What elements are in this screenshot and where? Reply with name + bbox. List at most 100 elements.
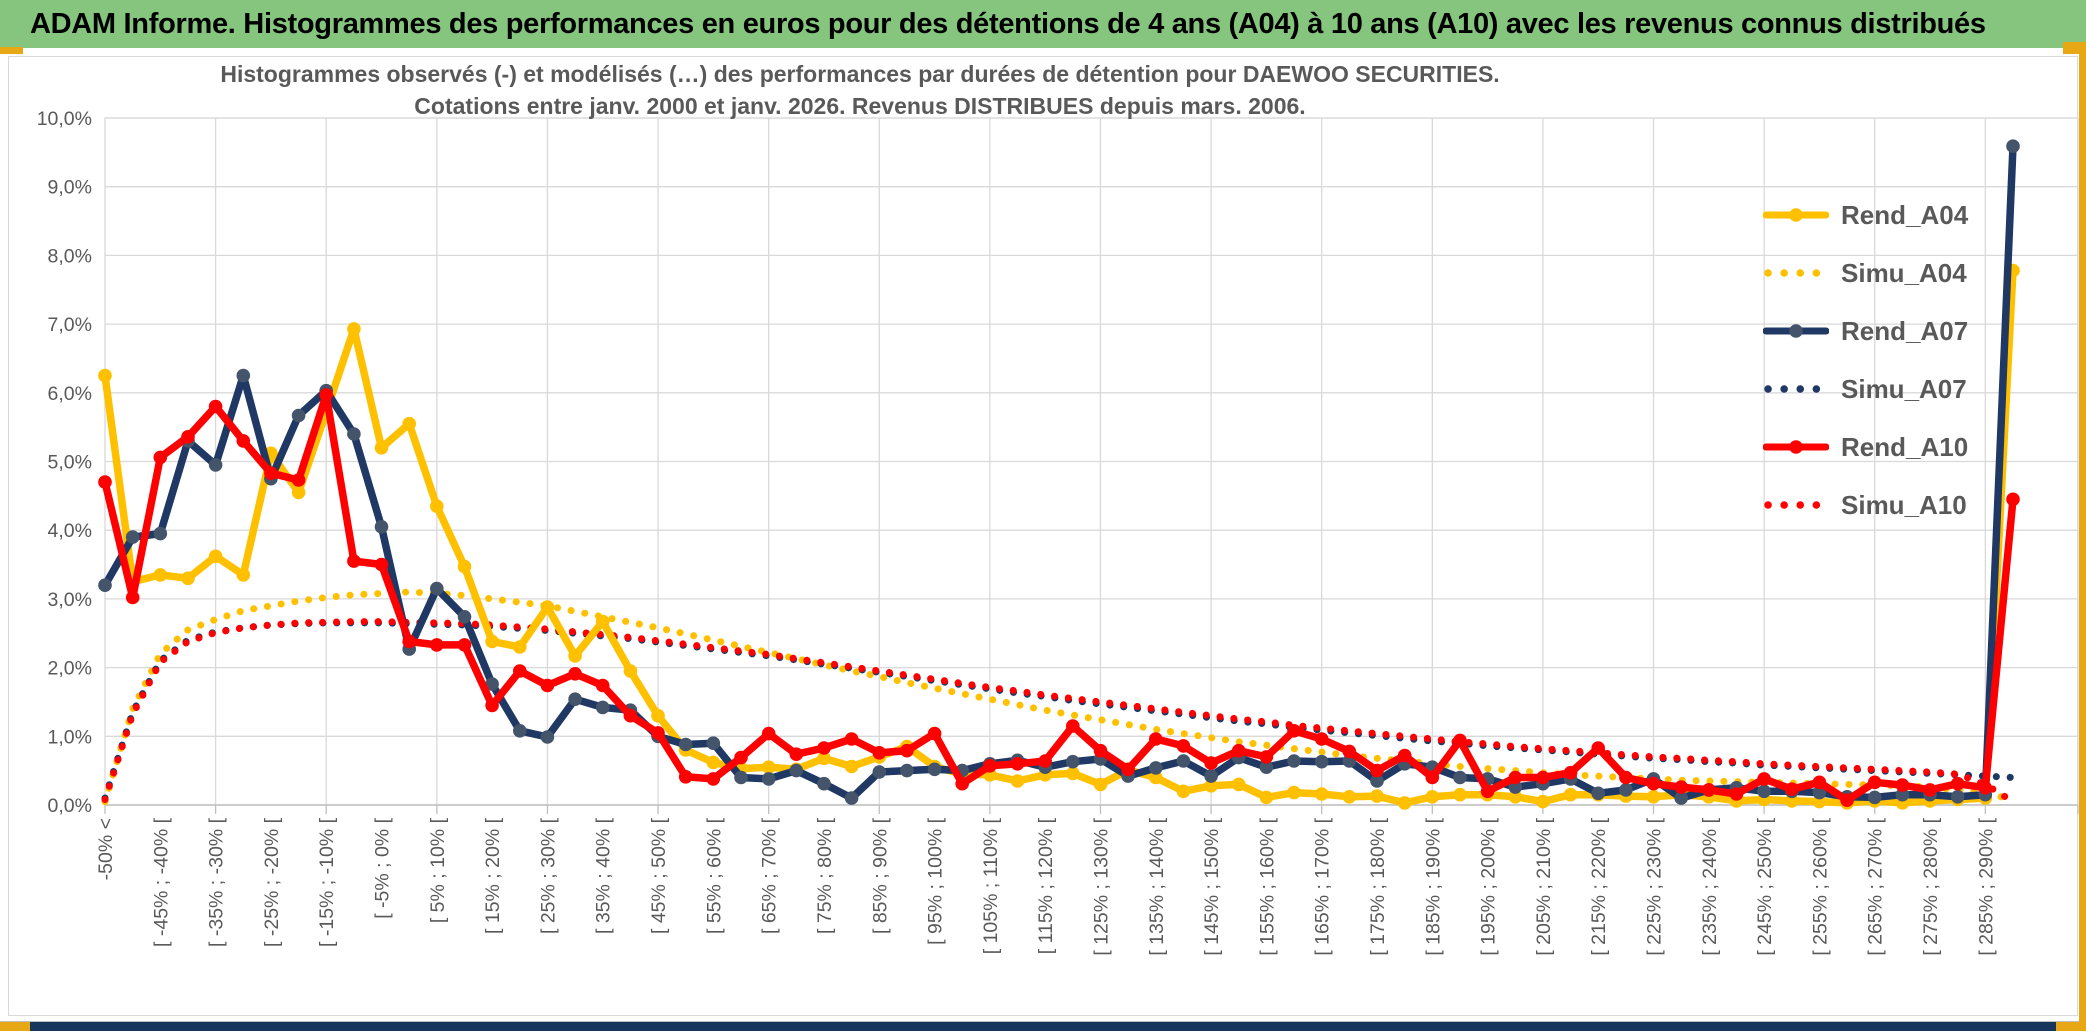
- legend-swatch-solid: [1762, 439, 1830, 455]
- footer-divider: [0, 1021, 2086, 1022]
- svg-text:2,0%: 2,0%: [48, 658, 92, 680]
- svg-text:[ -5% ; 0% [: [ -5% ; 0% [: [372, 817, 394, 918]
- marker-Rend_A10: [1149, 732, 1163, 746]
- page-title-bar: ADAM Informe. Histogrammes des performan…: [0, 0, 2086, 48]
- legend-swatch-solid: [1762, 207, 1830, 223]
- marker-Rend_A07: [1812, 785, 1827, 800]
- marker-Rend_A10: [236, 434, 251, 448]
- legend-label: Rend_A04: [1841, 199, 1969, 230]
- svg-text:[ 265% ; 270% [: [ 265% ; 270% [: [1865, 817, 1887, 955]
- marker-Rend_A10: [485, 698, 499, 713]
- marker-Rend_A10: [1453, 733, 1467, 748]
- legend-item-Rend_A07[interactable]: Rend_A07: [1762, 302, 2063, 360]
- marker-Rend_A10: [402, 634, 417, 649]
- marker-Rend_A07: [927, 762, 942, 777]
- svg-text:[ 235% ; 240% [: [ 235% ; 240% [: [1699, 817, 1721, 955]
- gold-accent-right-strip: [2079, 54, 2086, 1022]
- marker-Rend_A10: [623, 708, 638, 723]
- marker-Rend_A07: [291, 408, 306, 423]
- marker-Rend_A07: [1287, 754, 1301, 768]
- marker-Rend_A07: [1591, 786, 1605, 801]
- marker-Rend_A07: [1674, 791, 1688, 805]
- marker-Rend_A07: [98, 578, 112, 592]
- legend-swatch-dotted: [1763, 265, 1830, 281]
- marker-Rend_A10: [1785, 782, 1799, 796]
- marker-Rend_A10: [347, 554, 361, 568]
- marker-Rend_A10: [1342, 744, 1357, 759]
- marker-Rend_A04: [1342, 790, 1357, 804]
- svg-text:[ -25% ; -20% [: [ -25% ; -20% [: [261, 817, 283, 947]
- y-axis-labels: 0,0% 1,0% 2,0% 3,0% 4,0% 5,0% 6,0% 7,0% 8,0% 9,0%…: [37, 108, 92, 817]
- marker-Rend_A04: [568, 649, 582, 663]
- marker-Rend_A04: [98, 368, 112, 383]
- marker-Rend_A07: [1066, 754, 1080, 769]
- series-Rend_A07: [98, 139, 2020, 805]
- svg-text:[ 165% ; 170% [: [ 165% ; 170% [: [1312, 817, 1334, 955]
- marker-Rend_A10: [291, 473, 306, 487]
- legend-label: Rend_A07: [1841, 315, 1969, 346]
- svg-text:[ 275% ; 280% [: [ 275% ; 280% [: [1920, 817, 1942, 955]
- marker-Rend_A10: [1840, 793, 1854, 807]
- legend-item-Rend_A04[interactable]: Rend_A04: [1762, 186, 2063, 244]
- chart-subtitle: Cotations entre janv. 2000 et janv. 2026…: [414, 93, 1306, 119]
- marker-Rend_A07: [1149, 761, 1163, 775]
- svg-text:[ 185% ; 190% [: [ 185% ; 190% [: [1422, 817, 1444, 955]
- marker-Rend_A10: [595, 678, 610, 693]
- marker-Rend_A10: [1978, 781, 1993, 795]
- marker-Rend_A10: [1038, 754, 1052, 768]
- marker-Rend_A04: [1149, 770, 1163, 785]
- legend-item-Rend_A10[interactable]: Rend_A10: [1762, 418, 2063, 476]
- marker-Rend_A07: [1259, 760, 1274, 774]
- marker-Rend_A10: [1121, 762, 1135, 777]
- marker-Rend_A10: [1259, 750, 1274, 764]
- svg-text:5,0%: 5,0%: [48, 452, 92, 474]
- marker-Rend_A10: [1066, 719, 1080, 733]
- footer-bar: [0, 1022, 2086, 1031]
- marker-Rend_A04: [513, 640, 527, 654]
- legend-item-Simu_A04[interactable]: Simu_A04: [1763, 244, 2063, 302]
- marker-Rend_A07: [1176, 754, 1191, 768]
- marker-Rend_A04: [1066, 766, 1080, 781]
- marker-Rend_A07: [678, 737, 693, 752]
- legend-label: Simu_A07: [1841, 373, 1967, 404]
- marker-Rend_A04: [1287, 785, 1301, 800]
- marker-Rend_A07: [1453, 770, 1467, 785]
- marker-Rend_A10: [1231, 743, 1246, 758]
- marker-Rend_A07: [568, 692, 582, 706]
- marker-Rend_A04: [595, 614, 610, 629]
- marker-Rend_A10: [181, 430, 195, 444]
- svg-text:[ 75% ; 80% [: [ 75% ; 80% [: [814, 817, 836, 934]
- legend-item-Simu_A07[interactable]: Simu_A07: [1763, 360, 2063, 418]
- marker-Rend_A04: [430, 499, 444, 513]
- marker-Rend_A04: [1453, 787, 1467, 802]
- marker-Rend_A10: [927, 726, 942, 741]
- svg-text:7,0%: 7,0%: [48, 314, 92, 336]
- svg-text:[ 15% ; 20% [: [ 15% ; 20% [: [482, 817, 504, 934]
- marker-Rend_A10: [2006, 492, 2020, 507]
- marker-Rend_A07: [1204, 769, 1218, 783]
- svg-text:[ 125% ; 130% [: [ 125% ; 130% [: [1090, 817, 1112, 955]
- marker-Rend_A10: [1646, 776, 1661, 791]
- svg-text:[ 215% ; 220% [: [ 215% ; 220% [: [1588, 817, 1610, 955]
- marker-Rend_A10: [1287, 724, 1301, 738]
- legend-item-Simu_A10[interactable]: Simu_A10: [1763, 476, 2063, 534]
- marker-Rend_A04: [651, 708, 665, 723]
- svg-text:[ 95% ; 100% [: [ 95% ; 100% [: [925, 817, 947, 944]
- marker-Rend_A10: [374, 557, 389, 572]
- page-title: ADAM Informe. Histogrammes des performan…: [30, 7, 1986, 40]
- marker-Rend_A04: [1397, 796, 1412, 810]
- svg-text:[ 245% ; 250% [: [ 245% ; 250% [: [1754, 817, 1776, 955]
- svg-text:3,0%: 3,0%: [48, 589, 92, 611]
- marker-Rend_A10: [1674, 780, 1688, 794]
- marker-Rend_A07: [817, 776, 831, 791]
- marker-Rend_A07: [1314, 754, 1329, 769]
- marker-Rend_A10: [153, 450, 168, 465]
- marker-Rend_A04: [1259, 790, 1274, 805]
- svg-text:[ 145% ; 150% [: [ 145% ; 150% [: [1201, 817, 1223, 955]
- marker-Rend_A10: [900, 743, 914, 758]
- marker-Rend_A04: [1536, 794, 1550, 809]
- marker-Rend_A04: [1176, 784, 1191, 799]
- marker-Rend_A04: [540, 600, 555, 614]
- svg-text:[ 135% ; 140% [: [ 135% ; 140% [: [1146, 817, 1168, 955]
